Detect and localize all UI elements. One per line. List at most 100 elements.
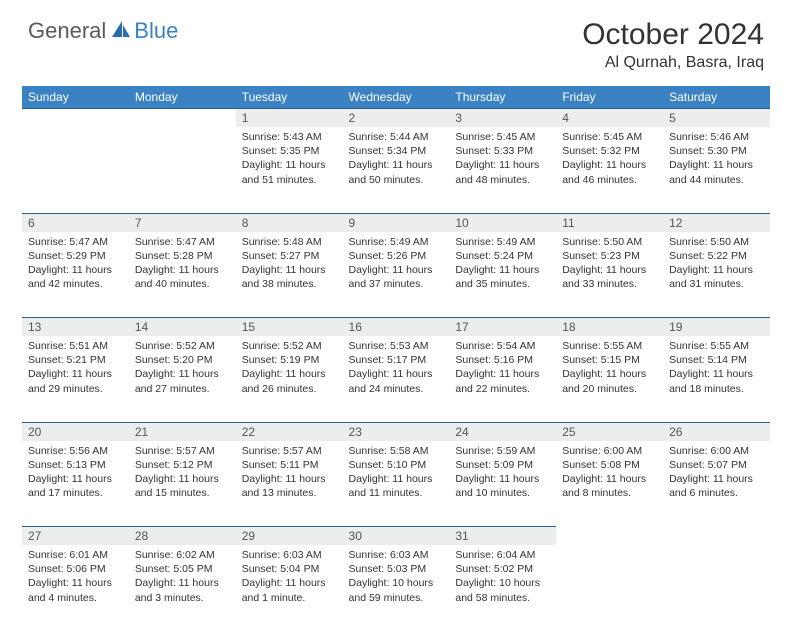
day-number-cell: 29 [236,527,343,546]
daylight-line: Daylight: 11 hours and 38 minutes. [242,263,337,291]
day-content-row: Sunrise: 5:51 AMSunset: 5:21 PMDaylight:… [22,336,770,422]
sunrise-line: Sunrise: 5:52 AM [242,339,337,353]
day-number-cell [663,527,770,546]
title-block: October 2024 Al Qurnah, Basra, Iraq [582,18,764,72]
weekday-header: Saturday [663,86,770,109]
day-number-cell: 30 [343,527,450,546]
day-content-cell: Sunrise: 5:55 AMSunset: 5:15 PMDaylight:… [556,336,663,422]
sunset-line: Sunset: 5:34 PM [349,144,444,158]
day-number-cell: 31 [449,527,556,546]
sunrise-line: Sunrise: 6:04 AM [455,548,550,562]
day-content-row: Sunrise: 6:01 AMSunset: 5:06 PMDaylight:… [22,545,770,631]
day-content-cell: Sunrise: 5:48 AMSunset: 5:27 PMDaylight:… [236,232,343,318]
sunrise-line: Sunrise: 5:43 AM [242,130,337,144]
sunset-line: Sunset: 5:12 PM [135,458,230,472]
sunrise-line: Sunrise: 5:54 AM [455,339,550,353]
weekday-header: Tuesday [236,86,343,109]
day-content-cell: Sunrise: 5:43 AMSunset: 5:35 PMDaylight:… [236,127,343,213]
logo-text-general: General [28,18,106,44]
day-content-cell: Sunrise: 5:52 AMSunset: 5:19 PMDaylight:… [236,336,343,422]
sunrise-line: Sunrise: 5:55 AM [669,339,764,353]
day-content-cell: Sunrise: 5:53 AMSunset: 5:17 PMDaylight:… [343,336,450,422]
daylight-line: Daylight: 11 hours and 13 minutes. [242,472,337,500]
day-content-cell: Sunrise: 6:00 AMSunset: 5:07 PMDaylight:… [663,441,770,527]
day-content-cell [663,545,770,631]
day-number-row: 12345 [22,109,770,128]
day-number-cell: 13 [22,318,129,337]
day-number-cell: 3 [449,109,556,128]
daylight-line: Daylight: 11 hours and 11 minutes. [349,472,444,500]
sunrise-line: Sunrise: 5:55 AM [562,339,657,353]
day-number-row: 20212223242526 [22,422,770,441]
page-title: October 2024 [582,18,764,52]
day-content-cell: Sunrise: 5:57 AMSunset: 5:11 PMDaylight:… [236,441,343,527]
day-content-row: Sunrise: 5:47 AMSunset: 5:29 PMDaylight:… [22,232,770,318]
sunset-line: Sunset: 5:06 PM [28,562,123,576]
day-number-cell [129,109,236,128]
day-content-row: Sunrise: 5:43 AMSunset: 5:35 PMDaylight:… [22,127,770,213]
sunset-line: Sunset: 5:05 PM [135,562,230,576]
day-content-cell: Sunrise: 6:04 AMSunset: 5:02 PMDaylight:… [449,545,556,631]
sunrise-line: Sunrise: 5:57 AM [242,444,337,458]
sunrise-line: Sunrise: 5:53 AM [349,339,444,353]
sunset-line: Sunset: 5:09 PM [455,458,550,472]
daylight-line: Daylight: 11 hours and 4 minutes. [28,576,123,604]
sunrise-line: Sunrise: 5:49 AM [349,235,444,249]
sunrise-line: Sunrise: 6:00 AM [562,444,657,458]
sunset-line: Sunset: 5:11 PM [242,458,337,472]
daylight-line: Daylight: 11 hours and 33 minutes. [562,263,657,291]
daylight-line: Daylight: 11 hours and 50 minutes. [349,158,444,186]
sunrise-line: Sunrise: 5:49 AM [455,235,550,249]
day-content-cell: Sunrise: 5:52 AMSunset: 5:20 PMDaylight:… [129,336,236,422]
day-number-cell [22,109,129,128]
daylight-line: Daylight: 11 hours and 42 minutes. [28,263,123,291]
day-number-cell: 11 [556,213,663,232]
weekday-header-row: SundayMondayTuesdayWednesdayThursdayFrid… [22,86,770,109]
day-content-cell: Sunrise: 5:49 AMSunset: 5:26 PMDaylight:… [343,232,450,318]
day-number-cell: 9 [343,213,450,232]
day-content-cell: Sunrise: 5:49 AMSunset: 5:24 PMDaylight:… [449,232,556,318]
sunset-line: Sunset: 5:27 PM [242,249,337,263]
sunset-line: Sunset: 5:10 PM [349,458,444,472]
sunset-line: Sunset: 5:17 PM [349,353,444,367]
day-number-cell: 20 [22,422,129,441]
day-number-cell: 7 [129,213,236,232]
daylight-line: Daylight: 11 hours and 44 minutes. [669,158,764,186]
daylight-line: Daylight: 11 hours and 20 minutes. [562,367,657,395]
sunset-line: Sunset: 5:23 PM [562,249,657,263]
sunset-line: Sunset: 5:07 PM [669,458,764,472]
sunset-line: Sunset: 5:08 PM [562,458,657,472]
weekday-header: Wednesday [343,86,450,109]
day-number-cell: 24 [449,422,556,441]
daylight-line: Daylight: 11 hours and 8 minutes. [562,472,657,500]
day-number-cell: 2 [343,109,450,128]
day-number-cell: 17 [449,318,556,337]
sunset-line: Sunset: 5:33 PM [455,144,550,158]
day-content-cell: Sunrise: 5:55 AMSunset: 5:14 PMDaylight:… [663,336,770,422]
day-number-cell: 4 [556,109,663,128]
day-number-cell: 22 [236,422,343,441]
calendar-table: SundayMondayTuesdayWednesdayThursdayFrid… [22,86,770,631]
daylight-line: Daylight: 11 hours and 3 minutes. [135,576,230,604]
sunrise-line: Sunrise: 5:50 AM [562,235,657,249]
sunset-line: Sunset: 5:14 PM [669,353,764,367]
sunrise-line: Sunrise: 5:58 AM [349,444,444,458]
sunrise-line: Sunrise: 6:01 AM [28,548,123,562]
day-number-cell: 25 [556,422,663,441]
daylight-line: Daylight: 11 hours and 24 minutes. [349,367,444,395]
location-label: Al Qurnah, Basra, Iraq [582,54,764,72]
daylight-line: Daylight: 11 hours and 6 minutes. [669,472,764,500]
sunset-line: Sunset: 5:22 PM [669,249,764,263]
day-content-cell: Sunrise: 5:56 AMSunset: 5:13 PMDaylight:… [22,441,129,527]
day-number-row: 2728293031 [22,527,770,546]
day-content-cell: Sunrise: 6:01 AMSunset: 5:06 PMDaylight:… [22,545,129,631]
day-number-cell: 10 [449,213,556,232]
day-content-cell: Sunrise: 5:59 AMSunset: 5:09 PMDaylight:… [449,441,556,527]
day-content-cell: Sunrise: 6:03 AMSunset: 5:03 PMDaylight:… [343,545,450,631]
weekday-header: Monday [129,86,236,109]
sunset-line: Sunset: 5:03 PM [349,562,444,576]
daylight-line: Daylight: 11 hours and 48 minutes. [455,158,550,186]
day-content-cell: Sunrise: 5:54 AMSunset: 5:16 PMDaylight:… [449,336,556,422]
sunset-line: Sunset: 5:19 PM [242,353,337,367]
sunset-line: Sunset: 5:24 PM [455,249,550,263]
